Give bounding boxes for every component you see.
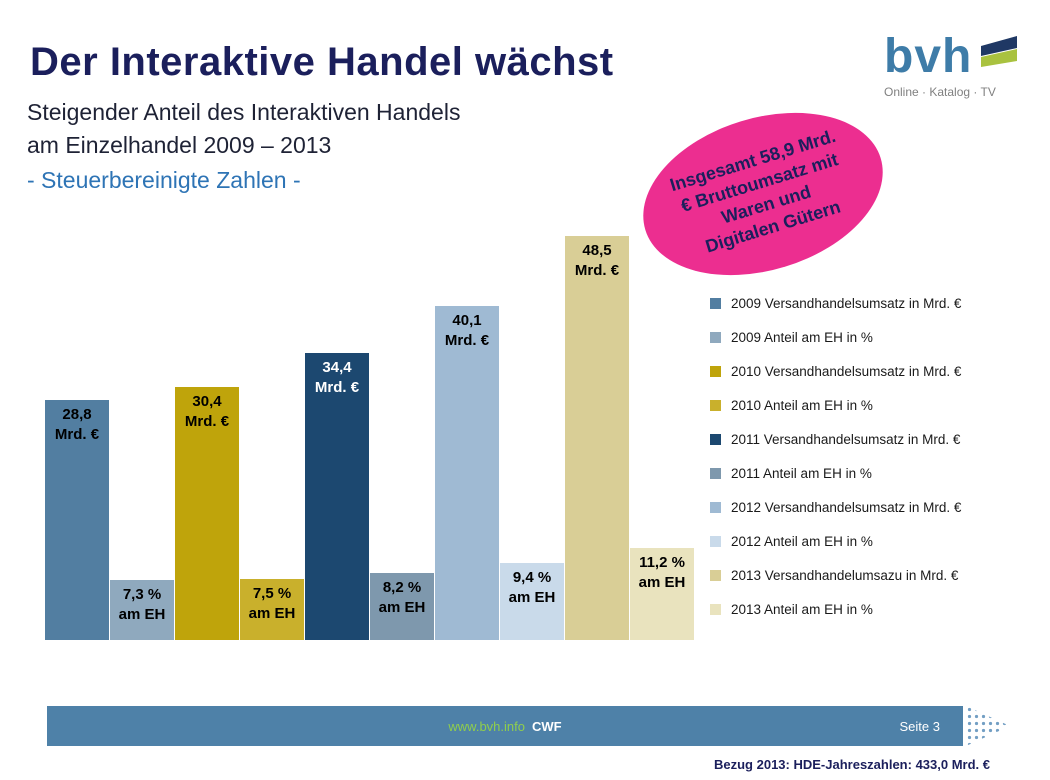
legend-label: 2013 Versandhandelumsazu in Mrd. € bbox=[731, 567, 959, 583]
legend-swatch bbox=[710, 399, 721, 411]
subtitle-line-2: am Einzelhandel 2009 – 2013 bbox=[27, 132, 332, 158]
bar-value-label: 11,2 % am EH bbox=[638, 554, 686, 591]
bar-2013-revenue: 48,5 Mrd. € bbox=[565, 236, 629, 640]
reference-note: Bezug 2013: HDE-Jahreszahlen: 433,0 Mrd.… bbox=[714, 757, 990, 772]
bar-value-label: 8,2 % am EH bbox=[378, 579, 426, 616]
legend-swatch bbox=[710, 433, 721, 445]
bvh-logo-text: bvh bbox=[884, 30, 973, 83]
legend-swatch bbox=[710, 535, 721, 547]
footer-url-link[interactable]: www.bvh.info bbox=[448, 718, 525, 734]
legend-swatch bbox=[710, 331, 721, 343]
bvh-logo-row: bvh bbox=[884, 30, 1019, 83]
page-title: Der Interaktive Handel wächst bbox=[30, 40, 614, 84]
bar-2011-revenue: 34,4 Mrd. € bbox=[305, 353, 369, 640]
legend-swatch bbox=[710, 569, 721, 581]
legend-label: 2011 Versandhandelsumsatz in Mrd. € bbox=[731, 431, 961, 447]
bar-value-label: 34,4 Mrd. € bbox=[314, 359, 360, 396]
footer-page-number: Seite 3 bbox=[899, 718, 940, 734]
bar-2013-share: 11,2 % am EH bbox=[630, 548, 694, 640]
bvh-flag-icon bbox=[979, 36, 1019, 75]
subtitle: Steigender Anteil des Interaktiven Hande… bbox=[27, 96, 460, 162]
legend-item: 2009 Anteil am EH in % bbox=[710, 320, 961, 354]
bar-2012-revenue: 40,1 Mrd. € bbox=[435, 306, 499, 640]
bar-value-label: 9,4 % am EH bbox=[508, 569, 556, 606]
bvh-logo: bvh Online · Katalog · TV bbox=[884, 30, 1019, 99]
legend-item: 2012 Anteil am EH in % bbox=[710, 524, 961, 558]
bvh-logo-tagline: Online · Katalog · TV bbox=[884, 85, 996, 99]
footer-bar: www.bvh.info CWF Seite 3 bbox=[47, 706, 963, 746]
bar-value-label: 28,8 Mrd. € bbox=[54, 406, 100, 443]
bar-value-label: 48,5 Mrd. € bbox=[574, 242, 620, 279]
legend-item: 2012 Versandhandelsumsatz in Mrd. € bbox=[710, 490, 961, 524]
legend-label: 2012 Anteil am EH in % bbox=[731, 533, 873, 549]
legend-label: 2010 Versandhandelsumsatz in Mrd. € bbox=[731, 363, 962, 379]
tax-adjusted-note: - Steuerbereinigte Zahlen - bbox=[27, 167, 301, 193]
legend-item: 2010 Anteil am EH in % bbox=[710, 388, 961, 422]
bar-chart: 28,8 Mrd. € 7,3 % am EH 30,4 Mrd. € 7,5 … bbox=[45, 232, 697, 640]
legend-label: 2013 Anteil am EH in % bbox=[731, 601, 873, 617]
legend-label: 2009 Anteil am EH in % bbox=[731, 329, 873, 345]
bar-2009-revenue: 28,8 Mrd. € bbox=[45, 400, 109, 640]
legend-item: 2013 Anteil am EH in % bbox=[710, 592, 961, 626]
legend-label: 2009 Versandhandelsumsatz in Mrd. € bbox=[731, 295, 962, 311]
legend-label: 2012 Versandhandelsumsatz in Mrd. € bbox=[731, 499, 962, 515]
chart-legend: 2009 Versandhandelsumsatz in Mrd. € 2009… bbox=[710, 286, 961, 626]
bar-2009-share: 7,3 % am EH bbox=[110, 580, 174, 640]
legend-item: 2011 Anteil am EH in % bbox=[710, 456, 961, 490]
legend-swatch bbox=[710, 297, 721, 309]
bar-2010-share: 7,5 % am EH bbox=[240, 579, 304, 640]
footer-author: CWF bbox=[531, 718, 562, 734]
bar-2012-share: 9,4 % am EH bbox=[500, 563, 564, 640]
legend-item: 2013 Versandhandelumsazu in Mrd. € bbox=[710, 558, 961, 592]
bar-value-label: 7,5 % am EH bbox=[248, 585, 296, 622]
bar-value-label: 40,1 Mrd. € bbox=[444, 312, 490, 349]
footer-dotted-arrow-decoration bbox=[966, 706, 1010, 746]
bar-value-label: 7,3 % am EH bbox=[118, 586, 166, 623]
bar-2011-share: 8,2 % am EH bbox=[370, 573, 434, 640]
legend-swatch bbox=[710, 603, 721, 615]
legend-item: 2010 Versandhandelsumsatz in Mrd. € bbox=[710, 354, 961, 388]
legend-label: 2011 Anteil am EH in % bbox=[731, 465, 872, 481]
legend-item: 2009 Versandhandelsumsatz in Mrd. € bbox=[710, 286, 961, 320]
legend-item: 2011 Versandhandelsumsatz in Mrd. € bbox=[710, 422, 961, 456]
bar-2010-revenue: 30,4 Mrd. € bbox=[175, 387, 239, 640]
legend-label: 2010 Anteil am EH in % bbox=[731, 397, 873, 413]
legend-swatch bbox=[710, 501, 721, 513]
legend-swatch bbox=[710, 365, 721, 377]
legend-swatch bbox=[710, 467, 721, 479]
subtitle-line-1: Steigender Anteil des Interaktiven Hande… bbox=[27, 99, 461, 125]
bar-value-label: 30,4 Mrd. € bbox=[184, 393, 230, 430]
